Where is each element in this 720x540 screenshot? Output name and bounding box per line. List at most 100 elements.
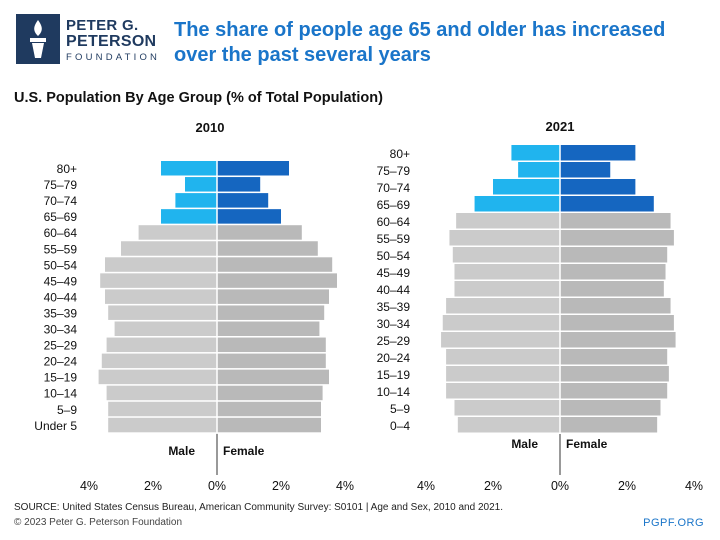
male-label: Male: [168, 444, 195, 458]
bar-male: [185, 177, 217, 192]
category-label: 65–69: [44, 210, 78, 224]
bar-female: [217, 353, 326, 369]
bar-male: [108, 401, 217, 417]
population-pyramids: 2010 80+ 75–79 70–74 65–69 60–64 55–59 50–54 45–…: [34, 119, 703, 493]
category-label: 5–9: [390, 402, 410, 416]
category-label: 5–9: [57, 403, 77, 417]
bar-male: [454, 264, 560, 280]
category-label: 35–39: [377, 300, 411, 314]
pgpf-logo: PETER G. PETERSON FOUNDATION: [16, 14, 166, 68]
bar-male: [441, 332, 560, 348]
footer-source: SOURCE: United States Census Bureau, Ame…: [14, 502, 503, 513]
x-tick-label: 4%: [417, 479, 435, 493]
category-label: 50–54: [44, 258, 78, 272]
bar-female: [560, 349, 668, 365]
category-label: 10–14: [44, 387, 78, 401]
x-tick-label: 4%: [685, 479, 703, 493]
bar-female: [217, 321, 320, 336]
category-label: 45–49: [44, 274, 78, 288]
bar-male: [511, 145, 560, 161]
female-label: Female: [566, 437, 608, 451]
category-label: 0–4: [390, 419, 410, 433]
category-label: Under 5: [34, 419, 77, 433]
bar-female: [560, 213, 671, 229]
chart-title: 2021: [546, 119, 575, 134]
bar-male: [446, 349, 560, 365]
chart-subtitle: U.S. Population By Age Group (% of Total…: [14, 90, 383, 106]
bar-female: [560, 400, 661, 416]
bar-male: [442, 315, 560, 331]
bar-female: [217, 369, 329, 385]
bar-male: [121, 241, 217, 256]
logo-line-3: FOUNDATION: [66, 52, 161, 63]
bar-male: [106, 337, 217, 353]
bar-female: [217, 225, 302, 240]
category-label: 80+: [57, 162, 77, 176]
bar-male: [474, 196, 560, 212]
bar-female: [560, 315, 674, 331]
bar-male: [446, 298, 560, 314]
category-label: 40–44: [44, 290, 78, 304]
torch-logo-icon: [16, 14, 60, 64]
category-label: 55–59: [377, 232, 411, 246]
category-label: 50–54: [377, 249, 411, 263]
bar-male: [100, 273, 217, 288]
x-tick-label: 2%: [144, 479, 162, 493]
bar-male: [518, 162, 560, 178]
bar-male: [108, 305, 217, 320]
category-label: 65–69: [377, 198, 411, 212]
category-label: 20–24: [44, 355, 78, 369]
pyramid-2021: 2021 80+ 75–79 70–74 65–69 60–64 55–59 50–54 45–…: [377, 119, 703, 493]
bar-male: [161, 209, 217, 224]
bar-female: [217, 401, 321, 417]
bar-female: [560, 179, 636, 195]
bar-male: [98, 369, 217, 385]
category-label: 80+: [390, 147, 410, 161]
bar-female: [560, 332, 676, 348]
bar-female: [560, 366, 669, 382]
bar-female: [560, 298, 671, 314]
pyramid-2010: 2010 80+ 75–79 70–74 65–69 60–64 55–59 50–54 45–…: [34, 120, 354, 493]
bar-female: [217, 257, 333, 272]
bar-male: [105, 289, 217, 304]
bar-male: [105, 257, 217, 272]
chart-title: 2010: [196, 120, 225, 135]
category-label: 25–29: [377, 334, 411, 348]
category-label: 30–34: [44, 323, 78, 337]
x-tick-label: 2%: [618, 479, 636, 493]
male-label: Male: [511, 437, 538, 451]
category-label: 45–49: [377, 266, 411, 280]
bar-male: [454, 281, 560, 297]
footer-copyright: © 2023 Peter G. Peterson Foundation: [14, 517, 183, 528]
bar-female: [560, 383, 668, 399]
x-tick-label: 4%: [80, 479, 98, 493]
bar-male: [449, 230, 560, 246]
footer-site-link[interactable]: PGPF.ORG: [643, 517, 704, 529]
bar-female: [217, 417, 321, 433]
category-label: 40–44: [377, 283, 411, 297]
category-label: 70–74: [44, 194, 78, 208]
bar-female: [560, 145, 636, 161]
bar-male: [106, 385, 217, 401]
bar-female: [560, 230, 674, 246]
logo-line-1: PETER G.: [66, 17, 139, 34]
category-label: 30–34: [377, 317, 411, 331]
x-tick-label: 0%: [208, 479, 226, 493]
bar-male: [446, 366, 560, 382]
x-tick-label: 2%: [272, 479, 290, 493]
category-label: 10–14: [377, 385, 411, 399]
category-label: 55–59: [44, 242, 78, 256]
bar-female: [217, 193, 269, 208]
bar-male: [138, 225, 217, 240]
bar-male: [101, 353, 217, 369]
bar-female: [560, 264, 666, 280]
x-tick-label: 2%: [484, 479, 502, 493]
bar-male: [446, 383, 560, 399]
bar-female: [217, 161, 289, 176]
bar-female: [217, 289, 329, 304]
category-label: 15–19: [377, 368, 411, 382]
bar-male: [452, 247, 560, 263]
category-label: 25–29: [44, 339, 78, 353]
bar-female: [217, 273, 337, 288]
bar-female: [217, 385, 323, 401]
